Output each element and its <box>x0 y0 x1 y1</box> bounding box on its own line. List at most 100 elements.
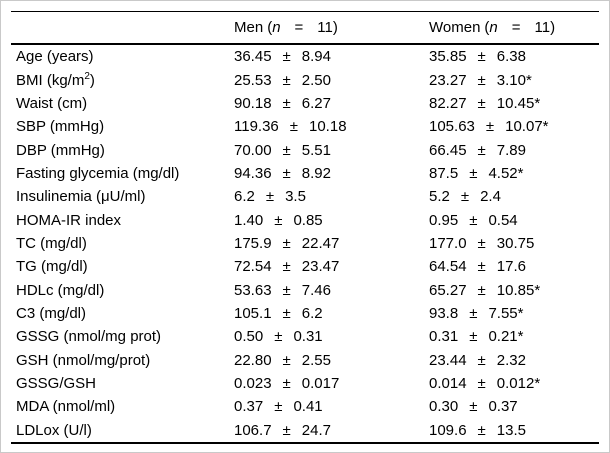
row-label: GSSG/GSH <box>11 375 229 392</box>
women-value-cell: 23.27 ±3.10* <box>424 72 599 89</box>
row-label-text: Waist (cm) <box>16 94 88 112</box>
mean-value: 25.53 <box>234 71 272 89</box>
men-value-cell: 0.023 ±0.017 <box>229 375 424 392</box>
plus-minus: ± <box>282 71 291 89</box>
sd-value: 2.55 <box>301 351 331 369</box>
men-value-cell: 72.54 ±23.47 <box>229 258 424 275</box>
men-value-cell: 90.18 ±6.27 <box>229 95 424 112</box>
row-label-text: HDLc (mg/dl) <box>16 281 105 299</box>
row-label: GSH (nmol/mg/prot) <box>11 352 229 369</box>
row-label-text: MDA (nmol/ml) <box>16 398 116 416</box>
plus-minus: ± <box>282 281 291 299</box>
sd-value: 6.38 <box>496 48 526 66</box>
sd-value: 5.51 <box>301 141 331 159</box>
table-row: BMI (kg/m2) 25.53 ±2.50 23.27 ±3.10* <box>11 68 599 91</box>
mean-value: 109.6 <box>429 421 467 439</box>
men-value-cell: 119.36 ±10.18 <box>229 118 424 135</box>
row-label: MDA (nmol/ml) <box>11 398 229 415</box>
mean-value: 105.1 <box>234 304 272 322</box>
sd-value: 10.85* <box>496 281 541 299</box>
women-value-cell: 109.6 ±13.5 <box>424 422 599 439</box>
sd-value: 0.21* <box>488 328 524 346</box>
mean-value: 6.2 <box>234 188 255 206</box>
women-value-cell: 87.5 ±4.52* <box>424 165 599 182</box>
mean-value: 87.5 <box>429 164 459 182</box>
men-value-cell: 6.2 ±3.5 <box>229 188 424 205</box>
sd-value: 0.54 <box>488 211 518 229</box>
plus-minus: ± <box>477 71 486 89</box>
men-value-cell: 175.9 ±22.47 <box>229 235 424 252</box>
paren-open: ( <box>484 19 490 36</box>
sd-value: 4.52* <box>488 164 524 182</box>
equals-sign: = <box>511 19 521 36</box>
mean-value: 90.18 <box>234 94 272 112</box>
men-value-cell: 70.00 ±5.51 <box>229 142 424 159</box>
mean-value: 93.8 <box>429 304 459 322</box>
plus-minus: ± <box>477 374 486 392</box>
women-value-cell: 0.31 ±0.21* <box>424 328 599 345</box>
mean-value: 106.7 <box>234 421 272 439</box>
mean-value: 0.014 <box>429 374 467 392</box>
row-label-text: Age (years) <box>16 48 94 66</box>
plus-minus: ± <box>469 164 478 182</box>
sd-value: 6.2 <box>301 304 323 322</box>
row-label-text: BMI (kg/m <box>16 71 85 89</box>
sd-value: 10.45* <box>496 94 541 112</box>
row-label-text: GSH (nmol/mg/prot) <box>16 351 151 369</box>
plus-minus: ± <box>282 164 291 182</box>
plus-minus: ± <box>282 258 291 276</box>
table-row: DBP (mmHg) 70.00 ±5.51 66.45 ±7.89 <box>11 138 599 161</box>
row-label: Waist (cm) <box>11 95 229 112</box>
row-label-text: GSSG/GSH <box>16 374 97 392</box>
plus-minus: ± <box>477 234 486 252</box>
plus-minus: ± <box>282 351 291 369</box>
equals-sign: = <box>294 19 304 36</box>
mean-value: 105.63 <box>429 118 475 136</box>
men-value-cell: 0.50 ±0.31 <box>229 328 424 345</box>
plus-minus: ± <box>282 421 291 439</box>
women-value-cell: 105.63 ±10.07* <box>424 118 599 135</box>
plus-minus: ± <box>477 351 486 369</box>
plus-minus: ± <box>282 374 291 392</box>
mean-value: 5.2 <box>429 188 450 206</box>
sd-value: 8.94 <box>301 48 331 66</box>
sd-value: 0.41 <box>293 398 323 416</box>
women-value-cell: 66.45 ±7.89 <box>424 142 599 159</box>
table-header-row: Men (n = 11) Women (n = 11) <box>11 12 599 43</box>
row-label: SBP (mmHg) <box>11 118 229 135</box>
mean-value: 53.63 <box>234 281 272 299</box>
mean-value: 65.27 <box>429 281 467 299</box>
row-label: TC (mg/dl) <box>11 235 229 252</box>
row-label: C3 (mg/dl) <box>11 305 229 322</box>
women-value-cell: 0.014 ±0.012* <box>424 375 599 392</box>
table-row: Age (years) 36.45 ±8.94 35.85 ±6.38 <box>11 45 599 68</box>
table-row: MDA (nmol/ml) 0.37 ±0.41 0.30 ±0.37 <box>11 395 599 418</box>
men-value-cell: 53.63 ±7.46 <box>229 282 424 299</box>
mean-value: 64.54 <box>429 258 467 276</box>
plus-minus: ± <box>274 398 283 416</box>
sd-value: 3.10* <box>496 71 532 89</box>
women-count: 11 <box>534 19 551 36</box>
plus-minus: ± <box>477 94 486 112</box>
row-label: GSSG (nmol/mg prot) <box>11 328 229 345</box>
table-body: Age (years) 36.45 ±8.94 35.85 ±6.38 BMI (k… <box>11 45 599 442</box>
women-value-cell: 23.44 ±2.32 <box>424 352 599 369</box>
table-row: HDLc (mg/dl) 53.63 ±7.46 65.27 ±10.85* <box>11 278 599 301</box>
plus-minus: ± <box>282 48 291 66</box>
header-rule <box>11 43 599 45</box>
mean-value: 0.95 <box>429 211 459 229</box>
women-value-cell: 35.85 ±6.38 <box>424 48 599 65</box>
plus-minus: ± <box>469 304 478 322</box>
sd-value: 0.31 <box>293 328 323 346</box>
row-label: DBP (mmHg) <box>11 142 229 159</box>
row-label-text: HOMA-IR index <box>16 211 122 229</box>
sd-value: 8.92 <box>301 164 331 182</box>
plus-minus: ± <box>282 94 291 112</box>
sd-value: 0.012* <box>496 374 541 392</box>
mean-value: 1.40 <box>234 211 264 229</box>
men-value-cell: 1.40 ±0.85 <box>229 212 424 229</box>
table-row: Waist (cm) 90.18 ±6.27 82.27 ±10.45* <box>11 92 599 115</box>
subject-characteristics-table: Men (n = 11) Women (n = 11) Age (years) 36.45 ±… <box>11 11 599 444</box>
row-label: LDLox (U/l) <box>11 422 229 439</box>
